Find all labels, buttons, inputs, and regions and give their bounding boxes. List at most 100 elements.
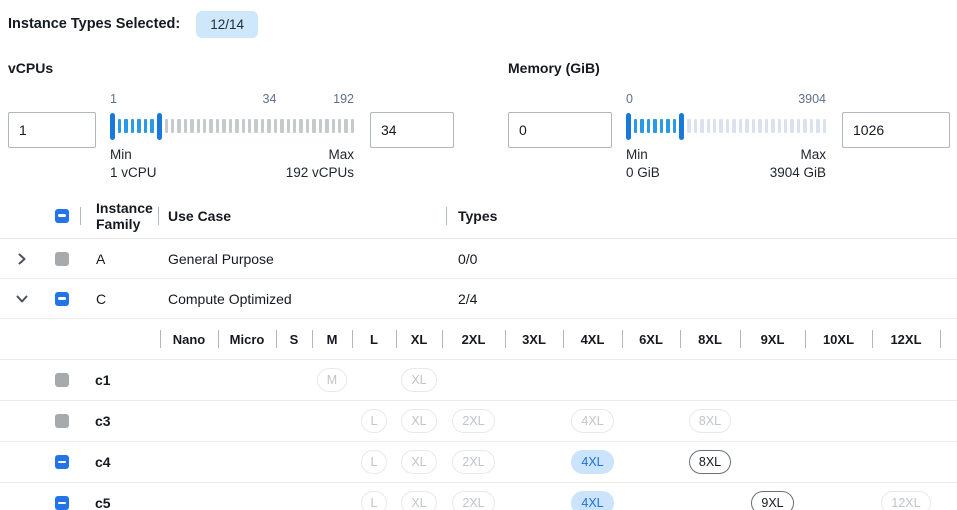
slider-tick <box>634 119 638 133</box>
size-chip-cell: L <box>352 450 396 475</box>
types-column-header: Types <box>446 206 957 225</box>
slider-tick <box>745 119 749 133</box>
size-column-header: 9XL <box>740 319 805 359</box>
row-checkbox[interactable] <box>55 496 69 510</box>
size-column-label: 4XL <box>580 331 605 347</box>
scale-max-label: 192 <box>333 92 354 106</box>
slider-tick <box>183 119 188 133</box>
size-chip-cell: XL <box>396 450 442 475</box>
column-separator <box>312 330 313 349</box>
selected-count-bar: Instance Types Selected: 12/14 <box>0 0 957 40</box>
scale-min-label: 0 <box>626 92 633 106</box>
vcpus-min-input[interactable] <box>8 112 96 148</box>
slider-tick <box>751 119 756 133</box>
slider-tick <box>130 119 135 133</box>
size-chip-xl: XL <box>401 491 437 510</box>
slider-tick <box>203 119 207 133</box>
slider-tick <box>790 119 794 133</box>
size-chip-cell: XL <box>396 409 442 434</box>
column-separator <box>396 330 397 349</box>
instance-family-label: c3 <box>95 413 111 430</box>
slider-tick <box>693 119 698 133</box>
column-separator <box>622 330 623 349</box>
size-column-header: 3XL <box>505 319 563 359</box>
size-chip-cell: 4XL <box>563 491 622 510</box>
slider-tick <box>215 119 220 133</box>
memory-slider-track[interactable] <box>626 112 827 140</box>
slider-handle-max[interactable] <box>156 112 162 140</box>
size-chip-cell: L <box>352 491 396 510</box>
slider-tick <box>758 119 762 133</box>
size-chip-l: L <box>360 409 388 434</box>
instance-family-table: Instance Family Use Case Types A General … <box>0 193 957 510</box>
chevron-down-icon[interactable] <box>14 291 30 307</box>
size-chip-2xl: 2XL <box>452 409 495 434</box>
size-chip-cell: 8XL <box>680 409 740 434</box>
slider-tick <box>305 119 310 133</box>
slider-tick <box>706 119 710 133</box>
select-all-checkbox[interactable] <box>55 208 69 223</box>
column-separator <box>218 330 219 349</box>
size-chip-cell: XL <box>396 368 442 393</box>
instance-row: c5 L XL 2XL 4XL 9XL 12XL <box>0 483 957 510</box>
checkbox-cell <box>44 373 80 388</box>
filters-section: vCPUs 1 34 192 Min 1 vCPU <box>0 60 957 181</box>
row-checkbox[interactable] <box>55 291 69 306</box>
slider-tick <box>700 119 704 133</box>
slider-tick <box>273 119 278 133</box>
size-chip-8xl[interactable]: 8XL <box>688 450 732 475</box>
chevron-right-icon[interactable] <box>14 251 30 267</box>
size-header-tail <box>940 319 957 359</box>
slider-tick <box>325 119 329 133</box>
size-chip-4xl[interactable]: 4XL <box>571 450 614 475</box>
slider-tick <box>118 119 122 133</box>
size-header-row: Nano Micro S M L XL 2XL 3XL 4XL 6XL 8XL 9XL 10XL 12XL <box>0 319 957 361</box>
min-detail: 1 vCPU <box>110 164 157 180</box>
slider-tick <box>209 119 213 133</box>
slider-handle-min[interactable] <box>110 112 115 140</box>
size-chip-cell: 4XL <box>563 450 622 475</box>
slider-tick <box>344 119 348 133</box>
size-chip-cell: 4XL <box>563 409 622 434</box>
row-checkbox <box>55 251 69 266</box>
size-column-header: XL <box>396 319 442 359</box>
slider-tick <box>267 119 271 133</box>
vcpus-slider: 1 34 192 Min 1 vCPU Max 192 vCPUs <box>110 92 355 181</box>
row-checkbox <box>55 414 69 429</box>
size-chip-l: L <box>360 450 388 475</box>
size-column-label: L <box>370 331 378 347</box>
slider-handle-min[interactable] <box>626 112 631 140</box>
row-checkbox[interactable] <box>55 455 69 470</box>
column-separator <box>80 206 81 225</box>
slider-tick <box>719 119 723 133</box>
slider-tick <box>777 119 781 133</box>
min-caption: Min <box>110 147 132 162</box>
size-column-label: 6XL <box>639 331 663 347</box>
size-chip-2xl: 2XL <box>452 450 495 475</box>
size-chip-8xl: 8XL <box>688 409 732 434</box>
slider-tick <box>712 119 717 133</box>
size-column-label: Micro <box>229 331 265 347</box>
slider-tick <box>254 119 258 133</box>
memory-filter-title: Memory (GiB) <box>508 60 600 76</box>
slider-tick <box>822 119 827 133</box>
column-separator <box>446 206 447 225</box>
size-chip-4xl[interactable]: 4XL <box>571 491 614 510</box>
family-column-header: Instance Family <box>80 200 158 232</box>
vcpus-max-input[interactable] <box>370 112 454 148</box>
column-separator <box>352 330 353 349</box>
memory-max-input[interactable] <box>842 112 950 148</box>
use-case-label: Compute Optimized <box>168 290 292 307</box>
memory-min-input[interactable] <box>508 112 612 148</box>
slider-tick <box>771 119 775 133</box>
size-chip-cell: M <box>312 368 352 393</box>
size-chip-l: L <box>360 491 388 510</box>
size-chip-cell: 12XL <box>872 491 940 510</box>
slider-handle-max[interactable] <box>679 112 685 140</box>
vcpus-slider-track[interactable] <box>110 112 355 140</box>
max-caption: Max <box>800 147 826 162</box>
expand-cell <box>0 291 44 307</box>
size-chip-9xl[interactable]: 9XL <box>751 491 794 510</box>
family-label: A <box>96 250 106 267</box>
slider-tick <box>177 119 181 133</box>
